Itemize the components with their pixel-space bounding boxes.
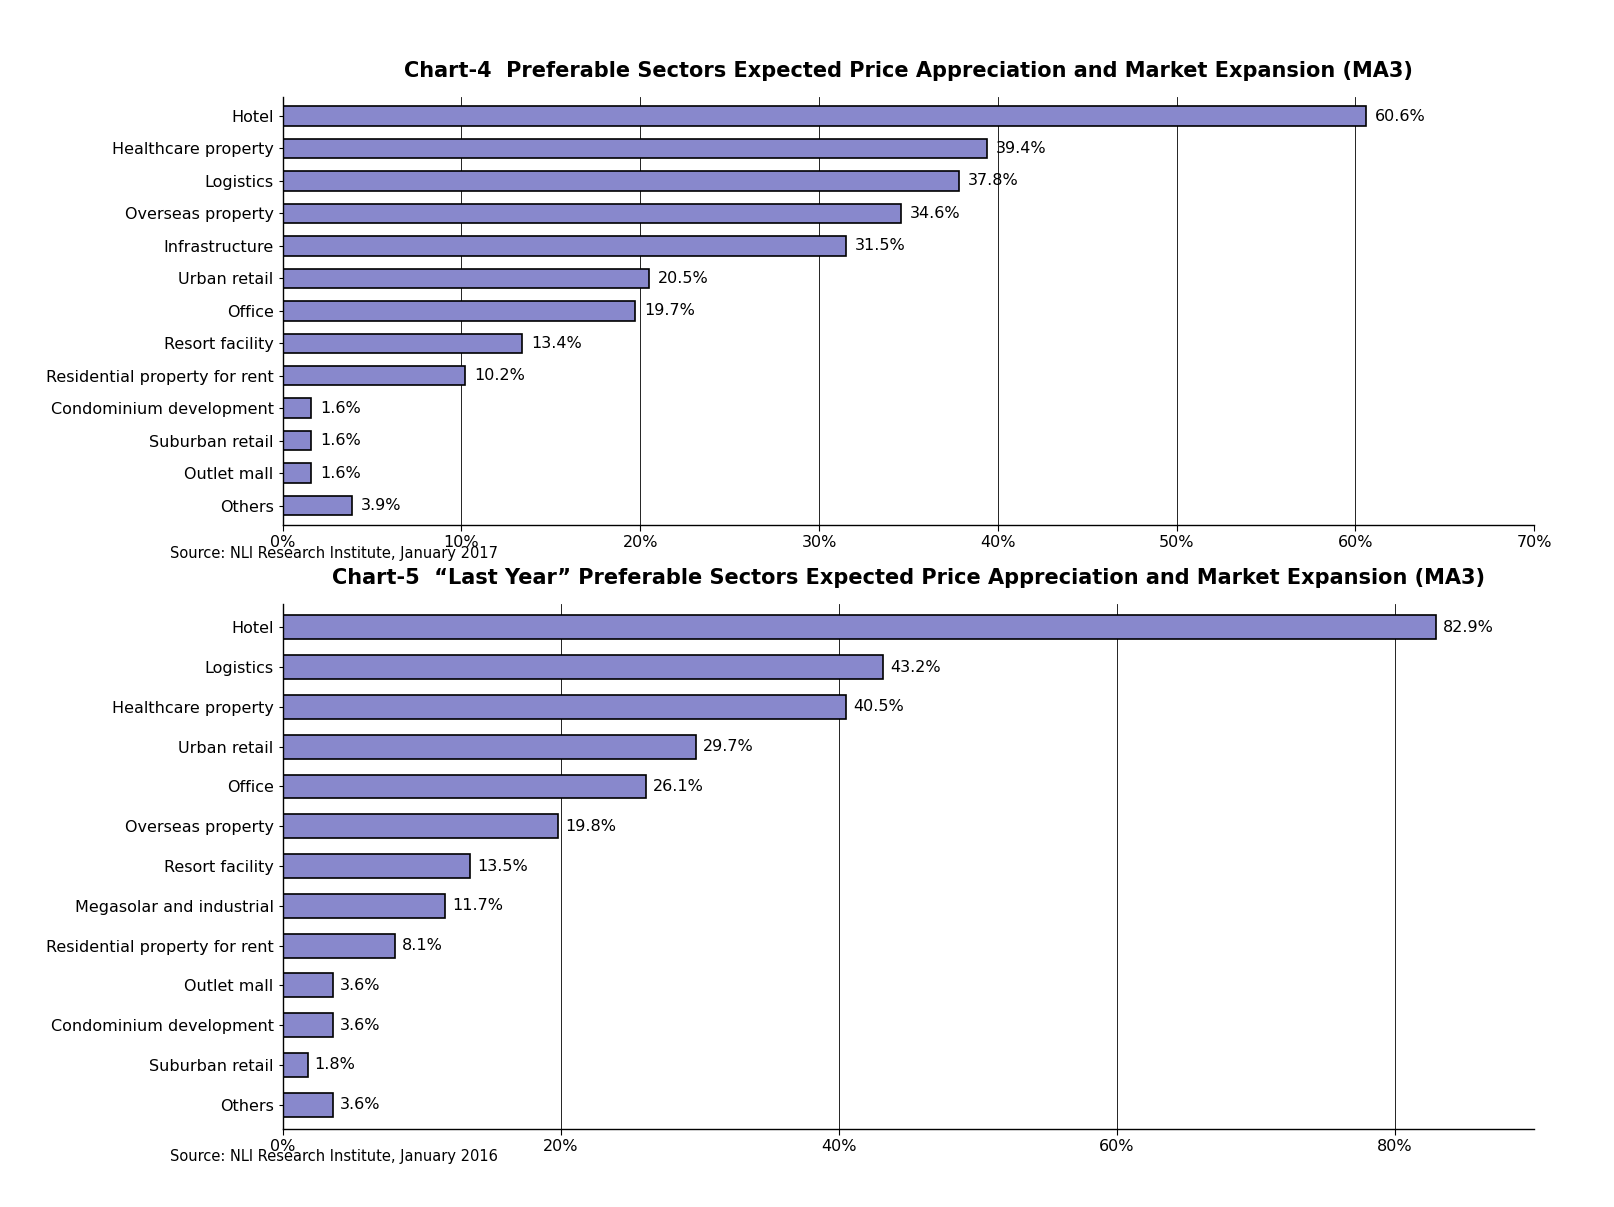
Bar	[282, 237, 846, 256]
Bar	[282, 695, 846, 719]
Bar	[282, 106, 1365, 126]
Bar	[282, 204, 901, 223]
Text: 1.8%: 1.8%	[315, 1057, 355, 1072]
Bar	[282, 655, 883, 680]
Text: 60.6%: 60.6%	[1374, 109, 1425, 123]
Text: 1.6%: 1.6%	[320, 401, 360, 415]
Bar	[282, 775, 646, 798]
Text: 37.8%: 37.8%	[967, 174, 1017, 188]
Text: 19.7%: 19.7%	[644, 303, 694, 319]
Bar	[282, 301, 634, 321]
Text: 3.6%: 3.6%	[339, 1018, 379, 1033]
Text: 1.6%: 1.6%	[320, 433, 360, 448]
Text: 3.6%: 3.6%	[339, 978, 379, 993]
Text: 31.5%: 31.5%	[854, 238, 905, 253]
Bar	[282, 496, 352, 515]
Text: 40.5%: 40.5%	[852, 699, 902, 715]
Bar	[282, 1013, 332, 1037]
Bar	[282, 463, 312, 483]
Text: 13.5%: 13.5%	[478, 858, 528, 874]
Text: 8.1%: 8.1%	[402, 938, 442, 954]
Bar	[282, 431, 312, 450]
Text: 19.8%: 19.8%	[565, 818, 615, 834]
Bar	[282, 1053, 307, 1077]
Text: 43.2%: 43.2%	[889, 660, 941, 675]
Bar	[282, 398, 312, 418]
Text: Source: NLI Research Institute, January 2016: Source: NLI Research Institute, January …	[169, 1149, 497, 1164]
Text: 29.7%: 29.7%	[702, 739, 752, 754]
Bar	[282, 934, 395, 957]
Text: 26.1%: 26.1%	[652, 779, 704, 794]
Bar	[282, 894, 445, 917]
Bar	[282, 616, 1435, 640]
Title: Chart-5  “Last Year” Preferable Sectors Expected Price Appreciation and Market E: Chart-5 “Last Year” Preferable Sectors E…	[332, 568, 1483, 588]
Bar	[282, 139, 986, 158]
Bar	[282, 269, 649, 288]
Bar	[282, 855, 470, 877]
Bar	[282, 366, 465, 385]
Text: 10.2%: 10.2%	[473, 368, 525, 384]
Bar	[282, 815, 557, 838]
Text: 82.9%: 82.9%	[1441, 620, 1493, 635]
Text: 34.6%: 34.6%	[910, 206, 960, 221]
Text: Source: NLI Research Institute, January 2017: Source: NLI Research Institute, January …	[169, 546, 497, 560]
Bar	[282, 973, 332, 997]
Text: 3.6%: 3.6%	[339, 1097, 379, 1112]
Text: 3.9%: 3.9%	[362, 498, 402, 513]
Bar	[282, 735, 696, 759]
Text: 11.7%: 11.7%	[452, 898, 504, 914]
Text: 20.5%: 20.5%	[659, 270, 709, 286]
Text: 13.4%: 13.4%	[531, 336, 581, 351]
Title: Chart-4  Preferable Sectors Expected Price Appreciation and Market Expansion (MA: Chart-4 Preferable Sectors Expected Pric…	[404, 62, 1412, 81]
Bar	[282, 333, 521, 352]
Text: 1.6%: 1.6%	[320, 466, 360, 480]
Bar	[282, 1092, 332, 1116]
Text: 39.4%: 39.4%	[996, 141, 1046, 156]
Bar	[282, 171, 957, 191]
